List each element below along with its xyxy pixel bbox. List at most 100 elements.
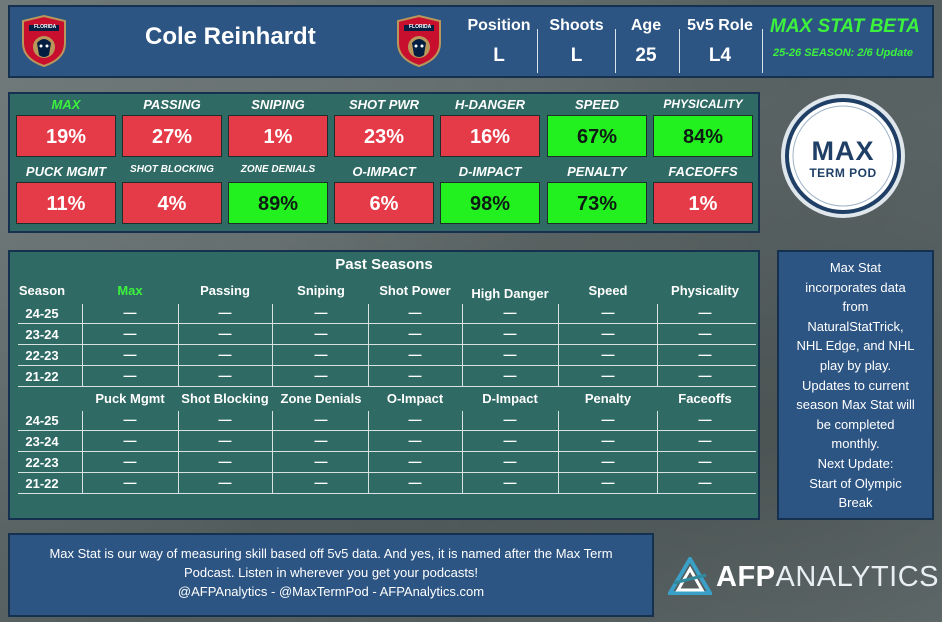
table-cell: — <box>123 347 137 362</box>
note-box: Max Stat is our way of measuring skill b… <box>8 533 654 617</box>
stat-label-puck-mgmt: PUCK MGMT <box>25 164 107 179</box>
table-cell: — <box>408 412 422 427</box>
info-line: Next Update: <box>817 455 894 471</box>
table-cell: — <box>408 475 422 490</box>
note-line: @AFPAnalytics - @MaxTermPod - AFPAnalyti… <box>177 584 485 599</box>
column-divider <box>178 304 179 386</box>
stat-value-shot-blocking: 4% <box>122 182 222 224</box>
season-row-label: 21-22 <box>25 369 59 384</box>
stat-value-zone-denials: 89% <box>228 182 328 224</box>
season-row-label: 23-24 <box>25 327 59 342</box>
table-cell: — <box>601 347 615 362</box>
column-divider <box>558 411 559 493</box>
column-divider <box>178 411 179 493</box>
column-divider <box>368 411 369 493</box>
table-cell: — <box>503 347 517 362</box>
table-cell: — <box>503 305 517 320</box>
season-row-label: 22-23 <box>25 455 59 470</box>
table-cell: — <box>314 347 328 362</box>
column-header-d-impact: D-Impact <box>482 391 538 406</box>
table-cell: — <box>503 454 517 469</box>
info-line: incorporates data <box>805 279 906 295</box>
beta-title: MAX STAT BETA <box>770 16 920 37</box>
header-divider <box>537 29 538 73</box>
table-cell: — <box>314 475 328 490</box>
column-divider <box>368 304 369 386</box>
age-column: Age 25 <box>616 17 676 67</box>
info-line: season Max Stat will <box>796 397 915 413</box>
table-cell: — <box>218 368 232 383</box>
stat-label-penalty: PENALTY <box>567 164 627 179</box>
shoots-column: Shoots L <box>539 17 614 67</box>
column-header-shot-power: Shot Power <box>379 283 451 298</box>
row-divider <box>18 430 756 431</box>
season-row-label: 22-23 <box>25 348 59 363</box>
stat-value-max: 19% <box>16 115 116 157</box>
panthers-logo-right: FLORIDA <box>396 14 442 68</box>
note-line: Podcast. Listen in wherever you get your… <box>183 565 479 580</box>
note-line: Max Stat is our way of measuring skill b… <box>49 546 613 561</box>
table-cell: — <box>601 368 615 383</box>
column-header-shot-blocking: Shot Blocking <box>181 391 269 406</box>
stat-label-h-danger: H-DANGER <box>454 97 526 112</box>
table-cell: — <box>218 305 232 320</box>
table-cell: — <box>503 475 517 490</box>
logo-text: FLORIDA <box>34 24 57 30</box>
panthers-logo-left: FLORIDA <box>21 14 67 68</box>
afp-wordmark: AFPANALYTICS <box>716 561 939 594</box>
column-divider <box>272 411 273 493</box>
table-cell: — <box>601 454 615 469</box>
role-label: 5v5 Role <box>687 17 753 34</box>
row-divider <box>18 451 756 452</box>
table-cell: — <box>601 412 615 427</box>
row-divider <box>18 365 756 366</box>
stat-label-physicality: PHYSICALITY <box>663 97 743 111</box>
table-cell: — <box>123 305 137 320</box>
header-divider <box>615 29 616 73</box>
afp-wordmark-bold: AFP <box>716 561 776 593</box>
table-cell: — <box>601 305 615 320</box>
column-header-high-danger: High Danger <box>471 286 549 301</box>
column-divider <box>272 304 273 386</box>
player-header: FLORIDA Cole Reinhardt FLORIDA Position … <box>8 5 934 78</box>
max-term-pod-logo: MAX TERM POD <box>779 92 907 220</box>
afp-triangle-icon <box>668 557 712 595</box>
info-line: be completed <box>816 416 895 432</box>
table-cell: — <box>503 326 517 341</box>
table-cell: — <box>408 368 422 383</box>
table-cell: — <box>218 433 232 448</box>
stat-label-passing: PASSING <box>143 97 201 112</box>
stat-value-shot-pwr: 23% <box>334 115 434 157</box>
column-divider <box>82 411 83 493</box>
table-cell: — <box>314 412 328 427</box>
table-cell: — <box>698 433 712 448</box>
info-line: Max Stat <box>829 260 882 275</box>
stat-value-h-danger: 16% <box>440 115 540 157</box>
table-cell: — <box>601 475 615 490</box>
stat-value-passing: 27% <box>122 115 222 157</box>
stat-label-sniping: SNIPING <box>251 97 305 112</box>
pod-logo-big: MAX <box>811 136 875 166</box>
column-header-o-impact: O-Impact <box>386 391 444 406</box>
column-header-puck-mgmt: Puck Mgmt <box>95 391 165 406</box>
table-cell: — <box>123 454 137 469</box>
row-divider <box>18 472 756 473</box>
table-cell: — <box>218 326 232 341</box>
info-line: from <box>842 299 869 315</box>
row-divider <box>18 386 756 387</box>
table-cell: — <box>698 454 712 469</box>
table-cell: — <box>698 305 712 320</box>
stat-label-speed: SPEED <box>574 97 620 112</box>
column-divider <box>657 411 658 493</box>
stats-panel: MAX 19% PASSING 27% SNIPING 1% SHOT PWR 23% H-DA… <box>8 92 760 233</box>
stat-value-speed: 67% <box>547 115 647 157</box>
table-cell: — <box>698 368 712 383</box>
header-divider <box>762 29 763 73</box>
table-cell: — <box>123 433 137 448</box>
table-cell: — <box>698 475 712 490</box>
position-value: L <box>493 45 505 66</box>
column-header-sniping: Sniping <box>297 283 345 298</box>
column-header-faceoffs: Faceoffs <box>678 391 732 406</box>
player-name: Cole Reinhardt <box>145 23 316 50</box>
column-divider <box>558 304 559 386</box>
